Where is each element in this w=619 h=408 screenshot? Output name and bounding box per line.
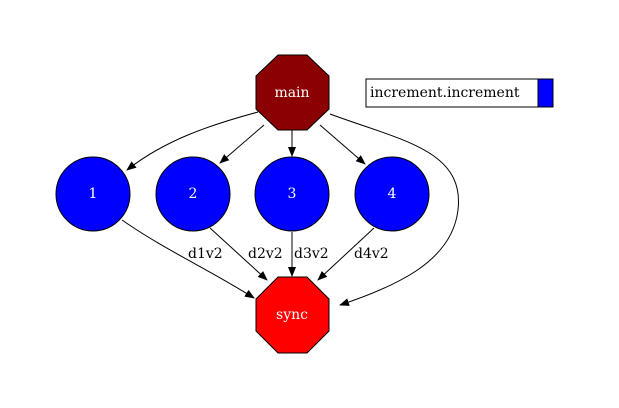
node-2[interactable]: 2: [155, 156, 231, 232]
edge-1-to-sync: [121, 219, 255, 299]
edges-group: [121, 111, 459, 306]
node-1-label: 1: [89, 186, 98, 202]
edge-main-to-2: [219, 124, 265, 164]
legend-label: increment.increment: [370, 85, 520, 101]
nodes-group: main 1 2 3 4 sync: [55, 54, 430, 354]
node-3-label: 3: [288, 186, 297, 202]
edge-2-to-sync: [209, 227, 268, 281]
edge-label-d3v2: d3v2: [294, 246, 329, 262]
edge-labels-group: d1v2 d2v2 d3v2 d4v2: [188, 246, 389, 262]
node-4-shape: [354, 156, 430, 232]
node-sync[interactable]: sync: [255, 276, 330, 354]
node-main-shape: [255, 54, 330, 131]
edge-label-d2v2: d2v2: [248, 246, 283, 262]
edge-4-to-sync: [317, 227, 375, 281]
node-main-label: main: [274, 85, 309, 101]
edge-main-to-sync: [329, 113, 459, 306]
edge-label-d1v2: d1v2: [188, 246, 223, 262]
edge-label-d4v2: d4v2: [354, 246, 389, 262]
node-3[interactable]: 3: [254, 156, 330, 232]
legend-box: [365, 78, 539, 108]
edge-main-to-4: [319, 124, 366, 165]
node-4[interactable]: 4: [354, 156, 430, 232]
node-main[interactable]: main: [255, 54, 330, 131]
node-sync-label: sync: [276, 307, 308, 323]
node-1[interactable]: 1: [55, 156, 131, 232]
legend: increment.increment: [365, 78, 554, 108]
node-2-label: 2: [189, 186, 198, 202]
node-4-label: 4: [388, 186, 397, 202]
node-3-shape: [254, 156, 330, 232]
node-2-shape: [155, 156, 231, 232]
node-sync-shape: [255, 276, 330, 354]
node-1-shape: [55, 156, 131, 232]
edge-main-to-1: [126, 111, 259, 171]
legend-swatch: [537, 78, 554, 108]
